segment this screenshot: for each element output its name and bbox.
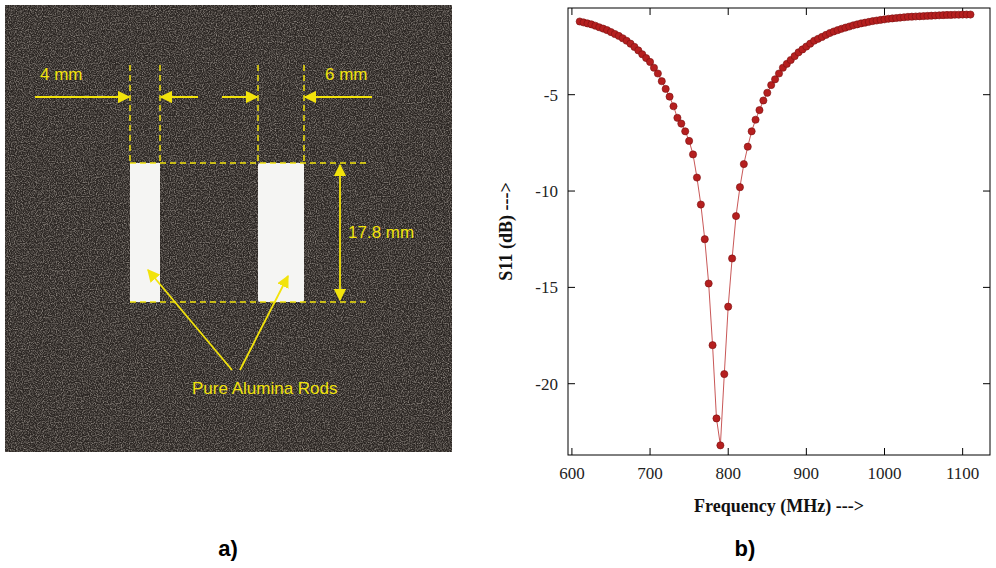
data-point: [670, 103, 677, 110]
dimension-arrow: [339, 165, 341, 300]
y-tick: [983, 383, 990, 384]
data-point: [693, 174, 700, 181]
data-point: [686, 137, 693, 144]
data-point: [744, 143, 751, 150]
data-point: [717, 442, 724, 449]
x-tick-label: 1000: [868, 464, 902, 483]
x-tick: [650, 448, 651, 455]
dimension-arrow: [161, 96, 198, 98]
data-point: [713, 415, 720, 422]
dimension-label: 4 mm: [40, 65, 83, 84]
x-tick-label: 700: [637, 464, 663, 483]
data-point: [764, 89, 771, 96]
y-tick: [983, 287, 990, 288]
dimension-label: 17.8 mm: [348, 223, 414, 242]
data-point: [658, 78, 665, 85]
data-point: [736, 184, 743, 191]
x-tick: [884, 8, 885, 15]
y-tick-label: -20: [535, 375, 558, 394]
x-tick-label: 800: [715, 464, 741, 483]
data-point: [760, 97, 767, 104]
dimension-arrow: [240, 276, 288, 370]
figure: 4 mm 6 mm 17.8 mm Pure Alumina Rods 600 700 80…: [0, 0, 996, 568]
x-axis-title: Frequency (MHz) --->: [694, 496, 864, 517]
data-point: [729, 255, 736, 262]
y-tick: [568, 287, 575, 288]
y-tick: [983, 94, 990, 95]
data-point: [748, 128, 755, 135]
dimension-label: 6 mm: [325, 65, 368, 84]
y-tick: [568, 94, 575, 95]
data-point: [682, 128, 689, 135]
data-point: [725, 303, 732, 310]
data-point: [967, 11, 974, 18]
x-tick-label: 900: [794, 464, 820, 483]
x-tick: [884, 448, 885, 455]
x-tick: [962, 448, 963, 455]
dimension-arrow: [148, 270, 232, 370]
data-point: [709, 342, 716, 349]
dimension-guide: [130, 162, 368, 164]
photo-texture: [5, 5, 452, 452]
data-point: [740, 160, 747, 167]
dimension-guide: [159, 65, 161, 163]
data-point: [654, 70, 661, 77]
y-tick-label: -10: [535, 182, 558, 201]
dimension-arrow: [35, 96, 129, 98]
y-tick: [983, 191, 990, 192]
data-point: [752, 116, 759, 123]
y-axis-title: S11 (dB) --->: [496, 182, 517, 280]
annotation: Pure Alumina Rods: [192, 379, 338, 398]
data-point: [756, 107, 763, 114]
x-tick: [806, 448, 807, 455]
dimension-guide: [129, 65, 131, 163]
panel-label: a): [218, 536, 238, 561]
chart-panel: 600 700 800 900 1000 1100 -5 -10 -15 -20 Frequency…: [496, 8, 990, 517]
data-group: [576, 11, 974, 449]
data-point: [689, 151, 696, 158]
y-tick: [568, 383, 575, 384]
x-tick: [650, 8, 651, 15]
y-tick-label: -5: [544, 86, 558, 105]
data-line: [580, 15, 971, 446]
data-point: [697, 201, 704, 208]
dimension-arrow: [222, 96, 257, 98]
data-point: [705, 280, 712, 287]
alumina-rod: [130, 163, 160, 302]
data-point: [701, 236, 708, 243]
x-tick: [571, 448, 572, 455]
alumina-rod: [258, 163, 304, 302]
x-tick: [571, 8, 572, 15]
dimension-guide: [303, 65, 305, 163]
panel-label: b): [735, 536, 756, 561]
data-point: [732, 212, 739, 219]
x-tick: [806, 8, 807, 15]
photo-panel: 4 mm 6 mm 17.8 mm Pure Alumina Rods: [5, 5, 452, 452]
x-tick: [728, 448, 729, 455]
data-point: [662, 85, 669, 92]
dimension-guide: [130, 301, 368, 303]
dimension-arrow: [305, 96, 372, 98]
y-tick: [568, 191, 575, 192]
data-point: [721, 370, 728, 377]
plot-frame: [568, 8, 990, 455]
data-point: [678, 120, 685, 127]
data-point: [666, 93, 673, 100]
x-tick-label: 600: [559, 464, 585, 483]
y-tick-label: -15: [535, 278, 558, 297]
x-tick: [728, 8, 729, 15]
x-tick-label: 1100: [946, 464, 979, 483]
dimension-guide: [257, 65, 259, 163]
photo-background: [5, 5, 452, 452]
